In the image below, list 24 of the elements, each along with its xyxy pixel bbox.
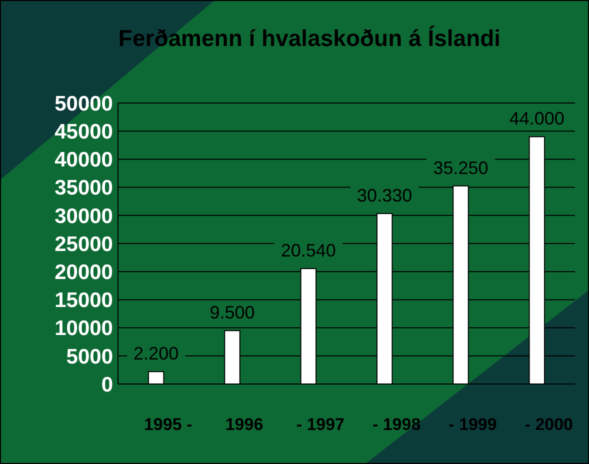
y-tick-label: 50000 <box>54 92 113 116</box>
chart-title: Ferðamenn í hvalaskoðun á Íslandi <box>118 25 501 51</box>
x-tick-label: - 1997 <box>296 415 345 434</box>
data-label: 20.540 <box>280 240 336 261</box>
data-label: 35.250 <box>433 158 488 178</box>
y-tick-label: 40000 <box>54 148 113 172</box>
y-tick-label: 25000 <box>54 232 113 256</box>
x-tick-label: 1995 - <box>144 415 192 434</box>
x-tick-label: - 2000 <box>524 415 574 434</box>
y-tick-label: 10000 <box>54 317 113 340</box>
y-tick-label: 35000 <box>54 176 113 200</box>
y-tick-label: 45000 <box>54 120 113 144</box>
y-tick-label: 0 <box>101 373 113 396</box>
data-label: 44.000 <box>509 108 564 129</box>
x-tick-label: - 1998 <box>372 415 421 434</box>
y-tick-label: 30000 <box>54 204 113 228</box>
data-label: 30.330 <box>357 186 412 206</box>
y-tick-label: 15000 <box>54 289 113 312</box>
y-tick-label: 5000 <box>66 345 113 368</box>
data-label: 2.200 <box>134 344 179 364</box>
x-tick-label: 1996 <box>225 415 264 434</box>
data-label: 9.500 <box>210 302 255 323</box>
y-tick-label: 20000 <box>54 260 113 284</box>
x-tick-label: - 1999 <box>448 415 497 434</box>
